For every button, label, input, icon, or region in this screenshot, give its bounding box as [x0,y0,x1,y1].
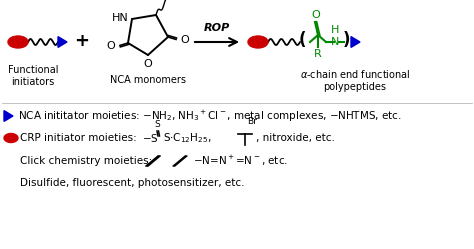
Text: ): ) [342,31,350,49]
Text: ROP: ROP [204,23,230,33]
Text: H: H [331,25,339,35]
Text: R: R [314,49,322,59]
Text: NCA monomers: NCA monomers [110,75,186,85]
Text: S: S [154,120,160,129]
Text: O: O [107,41,116,52]
Text: +: + [74,32,90,50]
Text: (: ( [298,31,306,49]
Text: O: O [181,35,189,46]
Text: N: N [331,37,339,47]
Text: HN: HN [112,13,129,23]
Text: Click chemistry moieties:: Click chemistry moieties: [20,156,152,166]
Text: S$\cdot$C$_{12}$H$_{25}$,: S$\cdot$C$_{12}$H$_{25}$, [163,131,211,145]
Ellipse shape [8,36,28,48]
Text: Functional
initiators: Functional initiators [8,65,58,87]
Polygon shape [351,37,360,47]
Ellipse shape [4,133,18,142]
Text: CRP initiator moieties:: CRP initiator moieties: [20,133,137,143]
Text: $-$S: $-$S [142,132,159,144]
Text: O: O [144,59,152,69]
Text: $-$N=N$^+$=N$^-$, etc.: $-$N=N$^+$=N$^-$, etc. [193,154,288,168]
Polygon shape [4,111,13,122]
Text: Disulfide, fluorescent, photosensitizer, etc.: Disulfide, fluorescent, photosensitizer,… [20,178,245,188]
Text: , nitroxide, etc.: , nitroxide, etc. [256,133,335,143]
Ellipse shape [248,36,268,48]
Text: NCA inititator moieties: $-$NH$_2$, NH$_3$$^+$Cl$^-$, metal complexes, $-$NHTMS,: NCA inititator moieties: $-$NH$_2$, NH$_… [18,109,402,124]
Text: Br: Br [247,117,257,126]
Text: O: O [311,10,320,20]
Polygon shape [58,37,67,47]
Text: $\alpha$-chain end functional
polypeptides: $\alpha$-chain end functional polypeptid… [300,68,410,92]
